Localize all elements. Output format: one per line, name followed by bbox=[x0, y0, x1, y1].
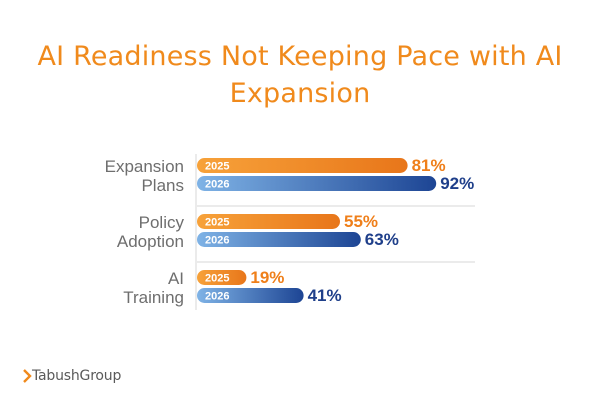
brand-logo: TabushGroup bbox=[22, 366, 121, 386]
category-label-1-line-2: Plans bbox=[141, 176, 184, 195]
bar-2025-2 bbox=[197, 214, 340, 229]
category-label-3-line-1: AI bbox=[168, 269, 184, 288]
category-label-1-line-1: Expansion bbox=[105, 157, 184, 176]
chart-title-line-1: AI Readiness Not Keeping Pace with AI bbox=[37, 41, 563, 72]
bar-2025-1 bbox=[197, 158, 408, 173]
bar-year-label-2026-1: 2026 bbox=[205, 179, 229, 191]
bar-2026-2 bbox=[197, 232, 361, 247]
value-label-2025-3: 19% bbox=[250, 268, 284, 287]
brand-name: TabushGroup bbox=[32, 368, 122, 384]
value-label-2026-2: 63% bbox=[365, 230, 399, 249]
bar-year-label-2025-2: 2025 bbox=[205, 217, 229, 229]
value-label-2026-1: 92% bbox=[440, 174, 474, 193]
value-label-2026-3: 41% bbox=[308, 286, 342, 305]
bar-2026-1 bbox=[197, 176, 437, 191]
chart-title: AI Readiness Not Keeping Pace with AI Ex… bbox=[0, 38, 600, 112]
bar-2025-3 bbox=[197, 270, 247, 285]
value-label-2025-2: 55% bbox=[344, 212, 378, 231]
bar-2026-3 bbox=[197, 288, 304, 303]
category-label-3-line-2: Training bbox=[123, 288, 184, 307]
category-label-2-line-2: Adoption bbox=[117, 232, 184, 251]
bar-year-label-2025-3: 2025 bbox=[205, 273, 229, 285]
bar-year-label-2026-3: 2026 bbox=[205, 291, 229, 303]
chart-title-line-2: Expansion bbox=[229, 78, 371, 109]
bar-year-label-2026-2: 2026 bbox=[205, 235, 229, 247]
category-label-2-line-1: Policy bbox=[139, 213, 185, 232]
bar-year-label-2025-1: 2025 bbox=[205, 161, 229, 173]
chevron-right-icon bbox=[23, 369, 32, 383]
value-label-2025-1: 81% bbox=[412, 156, 446, 175]
